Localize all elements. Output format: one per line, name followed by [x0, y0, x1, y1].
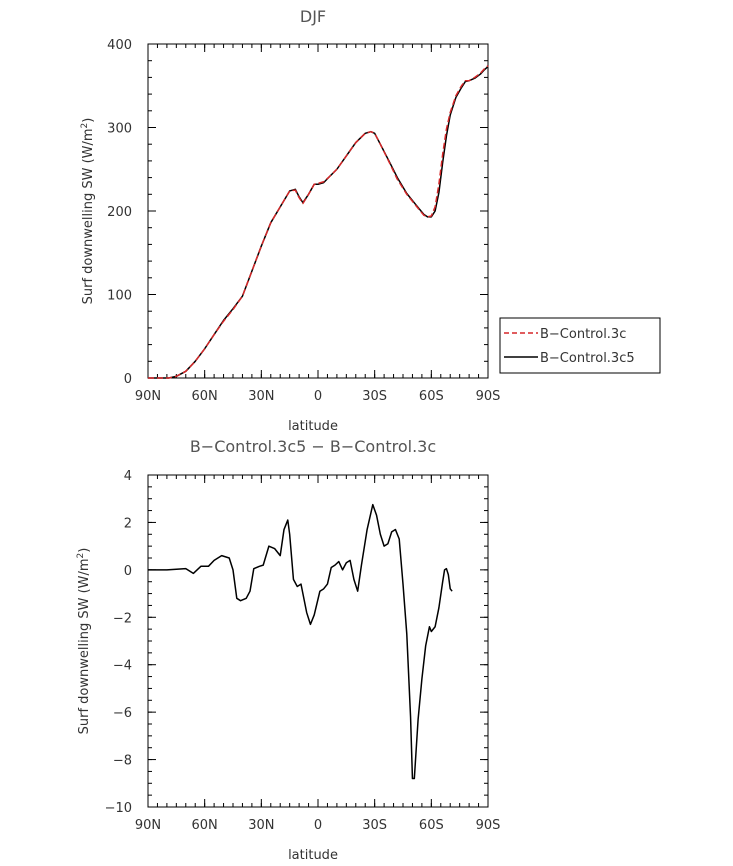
chart-bottom: B−Control.3c5 − B−Control.3c 90N 60N 30N 0 3…: [76, 437, 500, 863]
chart-bottom-series: [148, 503, 453, 780]
x-tick-label: 60S: [419, 389, 444, 404]
y-tick-label: −8: [113, 754, 132, 769]
legend: B−Control.3c B−Control.3c5: [499, 317, 661, 374]
chart-top-title: DJF: [300, 7, 326, 26]
y-tick-label: −4: [113, 659, 132, 674]
series-line-0-0: [148, 65, 489, 379]
series-line-0-1: [148, 65, 489, 379]
x-tick-label: 0: [314, 389, 322, 404]
y-tick-label: 0: [124, 372, 132, 387]
y-tick-label: 0: [124, 564, 132, 579]
y-tick-label: −6: [113, 706, 132, 721]
y-tick-label: −10: [105, 801, 132, 816]
chart-bottom-y-axis-title: Surf downwelling SW (W/m2): [76, 548, 92, 735]
chart-top-tick-labels: 90N 60N 30N 0 30S 60S 90S 0 100 200 300 400: [107, 38, 500, 404]
y-tick-label: 400: [107, 38, 132, 53]
x-tick-label: 90N: [135, 389, 161, 404]
y-tick-label: 300: [107, 122, 132, 137]
legend-label-b-control-3c5: B−Control.3c5: [540, 351, 635, 366]
series-line-1-0: [148, 503, 453, 780]
x-tick-label: 60S: [419, 818, 444, 833]
chart-bottom-tick-labels: 90N 60N 30N 0 30S 60S 90S −10 −8 −6 −4 −2 0 2 4: [105, 469, 501, 833]
chart-bottom-title: B−Control.3c5 − B−Control.3c: [190, 437, 436, 456]
chart-top-ticks: [147, 43, 489, 379]
x-tick-label: 60N: [192, 389, 218, 404]
x-tick-label: 60N: [192, 818, 218, 833]
y-tick-label: 100: [107, 289, 132, 304]
chart-top-y-axis-title: Surf downwelling SW (W/m2): [80, 118, 96, 305]
y-tick-label: −2: [113, 611, 132, 626]
x-tick-label: 0: [314, 818, 322, 833]
x-tick-label: 30N: [248, 389, 274, 404]
y-tick-label: 4: [124, 469, 132, 484]
chart-top: DJF 90N 60N 30N 0 30S 60S 90S 0 100 200 300 400 lat…: [80, 7, 500, 434]
x-tick-label: 30S: [362, 389, 387, 404]
legend-label-b-control-3c: B−Control.3c: [540, 327, 626, 342]
y-tick-label: 2: [124, 516, 132, 531]
x-tick-label: 90N: [135, 818, 161, 833]
chart-top-frame: [147, 43, 489, 379]
x-tick-label: 90S: [476, 389, 501, 404]
chart-bottom-ticks: [147, 474, 489, 808]
chart-top-x-axis-title: latitude: [288, 419, 338, 434]
chart-bottom-frame: [147, 474, 489, 808]
legend-box: [499, 317, 661, 374]
x-tick-label: 90S: [476, 818, 501, 833]
y-tick-label: 200: [107, 205, 132, 220]
chart-bottom-x-axis-title: latitude: [288, 848, 338, 863]
chart-top-series: [148, 65, 489, 379]
x-tick-label: 30S: [362, 818, 387, 833]
x-tick-label: 30N: [248, 818, 274, 833]
